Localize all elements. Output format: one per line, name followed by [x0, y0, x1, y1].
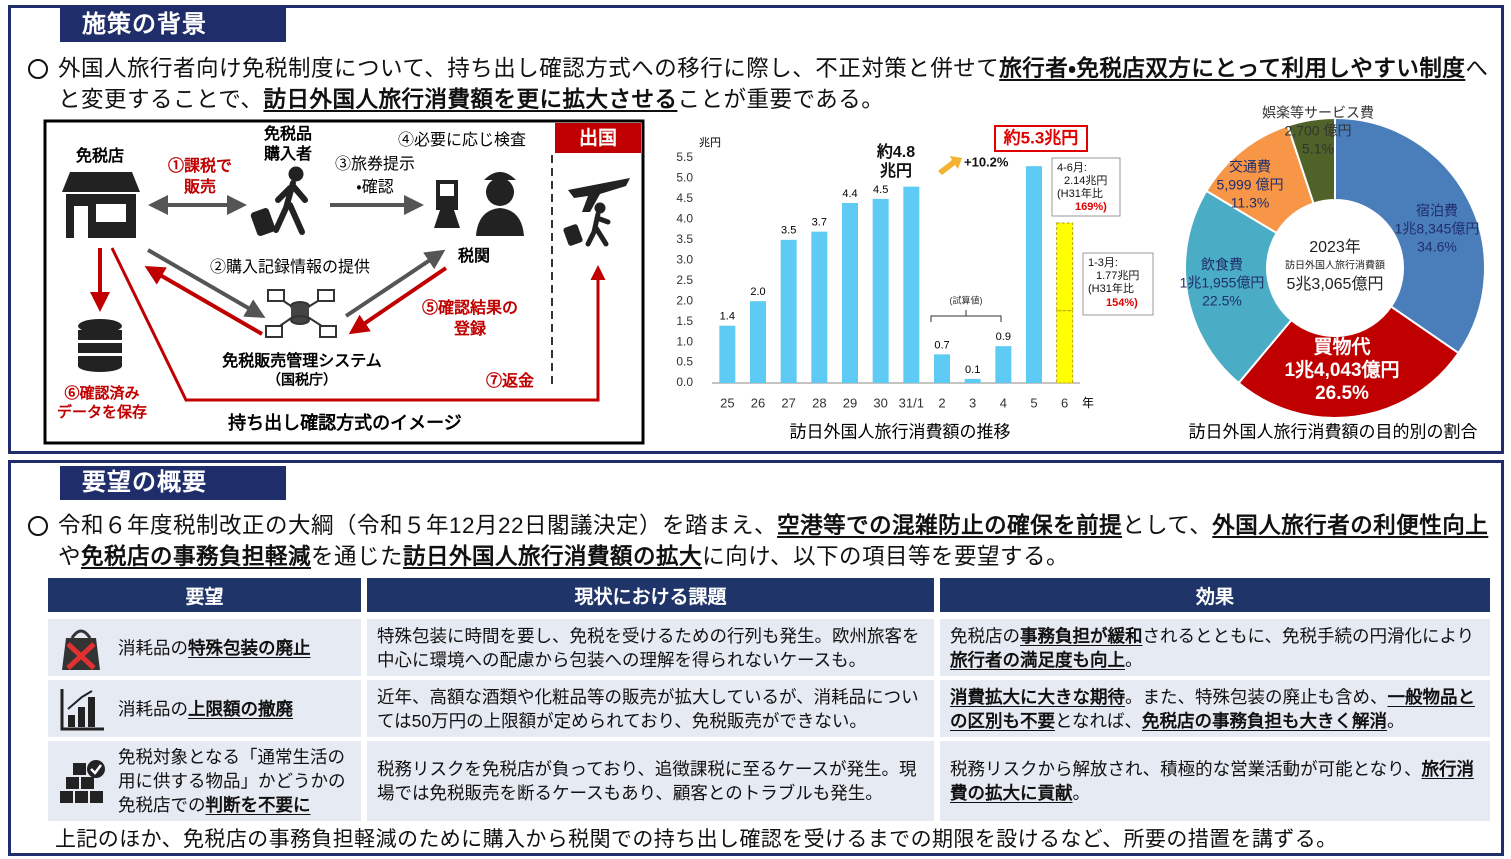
emphasis: 免税店の事務負担軽減 [81, 544, 311, 569]
request-cell: 消耗品の特殊包装の廃止 [48, 619, 361, 676]
section-title: 要望の概要 [60, 466, 286, 500]
effect-cell: 消費拡大に大きな期待。また、特殊包装の廃止も含め、一般物品との区別も不要となれば… [940, 680, 1490, 737]
table-header: 要望 [48, 578, 361, 612]
text: 特殊包装に時間を要し、免税を受けるための行列も発生。欧州旅客を中心に環境への配慮… [377, 626, 920, 670]
emphasis: 特殊包装の廃止 [188, 638, 311, 658]
effect-cell: 免税店の事務負担が緩和されるとともに、免税手続の円滑化により旅行者の満足度も向上… [940, 619, 1490, 676]
text: を通じた [311, 544, 403, 569]
text: となれば、 [1055, 711, 1142, 731]
text: や [58, 544, 81, 569]
bar-icon [56, 683, 108, 735]
emphasis: 事務負担が緩和 [1020, 626, 1143, 646]
background-paragraph: 外国人旅行者向け免税制度について、持ち出し確認方式への移行に際し、不正対策と併せ… [28, 53, 1503, 115]
issue-cell: 特殊包装に時間を要し、免税を受けるための行列も発生。欧州旅客を中心に環境への配慮… [367, 619, 934, 676]
text: 。 [1073, 783, 1091, 803]
boxes-icon [56, 755, 108, 807]
text: 税務リスクから解放され、積極的な営業活動が可能となり、 [950, 759, 1421, 779]
table-header: 効果 [940, 578, 1490, 612]
emphasis: 旅行者・免税店双方にとって利用しやすい制度 [999, 56, 1465, 81]
text: 。また、特殊包装の廃止も含め、 [1125, 687, 1388, 707]
emphasis: 外国人旅行者の利便性向上 [1212, 513, 1488, 538]
text-run: 免税店の事務負担が緩和されるとともに、免税手続の円滑化により旅行者の満足度も向上… [950, 624, 1480, 672]
issue-cell: 近年、高額な酒類や化粧品等の販売が拡大しているが、消耗品については50万円の上限… [367, 680, 934, 737]
text: 税務リスクを免税店が負っており、追徴課税に至るケースが発生。現場では免税販売を断… [377, 759, 917, 803]
bag-icon [56, 622, 108, 674]
text: 近年、高額な酒類や化粧品等の販売が拡大しているが、消耗品については50万円の上限… [377, 687, 919, 731]
text-run: 消費拡大に大きな期待。また、特殊包装の廃止も含め、一般物品との区別も不要となれば… [950, 685, 1480, 733]
text: 免税店の [950, 626, 1020, 646]
text: されるとともに、免税手続の円滑化により [1143, 626, 1475, 646]
text-run: 消耗品の特殊包装の廃止 [118, 636, 311, 660]
request-cell: 消耗品の上限額の撤廃 [48, 680, 361, 737]
emphasis: 訪日外国人旅行消費額の拡大 [403, 544, 702, 569]
page-body: 出国 免税店 ①課税で 販売 免税品 購入者 ③旅券提示 ・確認 ④必要に応じ検… [0, 0, 1511, 859]
issue-cell: 税務リスクを免税店が負っており、追徴課税に至るケースが発生。現場では免税販売を断… [367, 741, 934, 821]
text: 。 [1387, 711, 1405, 731]
request-cell: 免税対象となる「通常生活の用に供する物品」かどうかの免税店での判断を不要に [48, 741, 361, 821]
text-run: 税務リスクを免税店が負っており、追徴課税に至るケースが発生。現場では免税販売を断… [377, 757, 924, 805]
text-run: 令和６年度税制改正の大綱（令和５年12月22日閣議決定）を踏まえ、空港等での混雑… [58, 513, 1488, 569]
emphasis: 判断を不要に [206, 795, 311, 815]
text: 消耗品の [118, 699, 188, 719]
text-run: 特殊包装に時間を要し、免税を受けるための行列も発生。欧州旅客を中心に環境への配慮… [377, 624, 924, 672]
text-run: 免税対象となる「通常生活の用に供する物品」かどうかの免税店での判断を不要に [118, 745, 351, 817]
text: ことが重要である。 [677, 87, 884, 112]
text: に向け、以下の項目等を要望する。 [702, 544, 1069, 569]
text: として、 [1122, 513, 1212, 538]
table-header: 現状における課題 [367, 578, 934, 612]
text: 。 [1125, 650, 1143, 670]
emphasis: 消費拡大に大きな期待 [950, 687, 1125, 707]
text-run: 税務リスクから解放され、積極的な営業活動が可能となり、旅行消費の拡大に貢献。 [950, 757, 1480, 805]
page: {"background": {"title": "施策の背景", "parag… [0, 0, 1511, 859]
footer-note: 上記のほか、免税店の事務負担軽減のために購入から税関での持ち出し確認を受けるまで… [55, 823, 1338, 853]
emphasis: 旅行者の満足度も向上 [950, 650, 1125, 670]
emphasis: 空港等での混雑防止の確保を前提 [777, 513, 1122, 538]
emphasis: 上限額の撤廃 [188, 699, 293, 719]
text-run: 近年、高額な酒類や化粧品等の販売が拡大しているが、消耗品については50万円の上限… [377, 685, 924, 733]
request-paragraph: 令和６年度税制改正の大綱（令和５年12月22日閣議決定）を踏まえ、空港等での混雑… [28, 510, 1503, 572]
text: 外国人旅行者向け免税制度について、持ち出し確認方式への移行に際し、不正対策と併せ… [58, 56, 999, 81]
text-run: 外国人旅行者向け免税制度について、持ち出し確認方式への移行に際し、不正対策と併せ… [58, 56, 1488, 112]
effect-cell: 税務リスクから解放され、積極的な営業活動が可能となり、旅行消費の拡大に貢献。 [940, 741, 1490, 821]
text-run: 消耗品の上限額の撤廃 [118, 697, 293, 721]
text: 令和６年度税制改正の大綱（令和５年12月22日閣議決定）を踏まえ、 [58, 513, 777, 538]
text: 消耗品の [118, 638, 188, 658]
emphasis: 訪日外国人旅行消費額を更に拡大させる [263, 87, 677, 112]
emphasis: 免税店の事務負担も大きく解消 [1142, 711, 1387, 731]
section-title: 施策の背景 [60, 8, 286, 42]
